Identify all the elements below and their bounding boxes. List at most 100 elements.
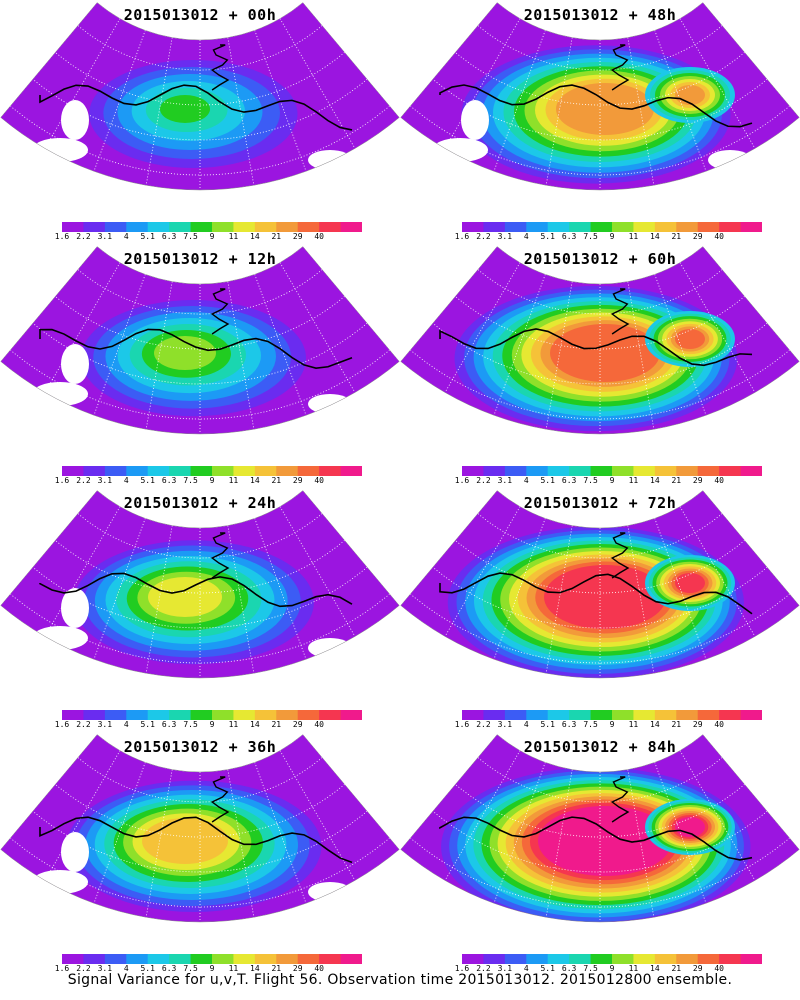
colorbar-swatch [190, 466, 213, 476]
colorbar-swatch [462, 222, 484, 232]
no-data-region [461, 100, 489, 140]
colorbar-tick-label: 2.2 [476, 476, 491, 485]
colorbar-swatch [740, 710, 762, 720]
colorbar-labels: 1.6 2.2 3.1 4 5.1 6.3 7.5 9 11 14 21 29 40 [55, 720, 362, 732]
colorbar-tick-label: 2.2 [476, 964, 491, 973]
longitude-line [93, 274, 146, 416]
panel-title: 2015013012 + 60h [523, 250, 677, 268]
colorbar-swatch [526, 466, 549, 476]
longitude-line [254, 30, 307, 172]
colorbar-tick-label: 6.3 [161, 964, 177, 973]
coastline [610, 776, 630, 823]
longitude-line [93, 518, 146, 660]
colorbar-tick-label: 5.1 [140, 232, 155, 241]
colorbar-swatch [104, 466, 127, 476]
colorbar-swatch [504, 466, 527, 476]
colorbar-tick-label: 14 [250, 232, 260, 241]
variance-map [0, 246, 400, 435]
colorbar-swatch [547, 710, 570, 720]
figure-caption: Signal Variance for u,v,T. Flight 56. Ob… [67, 972, 733, 988]
colorbar-swatch [83, 222, 106, 232]
colorbar-swatch [212, 710, 234, 720]
variance-contour [538, 806, 672, 876]
colorbar-swatch [212, 222, 234, 232]
colorbar-tick-label: 9 [609, 476, 615, 485]
colorbar-tick-label: 11 [628, 232, 639, 241]
colorbar-tick-label: 11 [628, 476, 639, 485]
colorbar-tick-label: 3.1 [497, 964, 513, 973]
colorbar-tick-label: 40 [314, 964, 324, 973]
variance-contour [556, 83, 654, 135]
colorbar-tick-label: 14 [250, 720, 260, 729]
colorbar-tick-label: 6.3 [561, 232, 577, 241]
no-data-region [308, 394, 352, 414]
colorbar-swatch [233, 466, 256, 476]
colorbar-swatch [719, 466, 742, 476]
colorbar-tick-label: 29 [692, 964, 703, 973]
latitude-line [32, 566, 368, 629]
colorbar-swatch [147, 710, 170, 720]
colorbar-labels: 1.6 2.2 3.1 4 5.1 6.3 7.5 9 11 14 21 29 40 [455, 476, 762, 488]
colorbar-tick-label: 4 [523, 964, 529, 973]
colorbar-swatch [169, 954, 192, 964]
latitude-line [32, 322, 368, 385]
panel-title: 2015013012 + 72h [523, 494, 677, 512]
colorbar-swatch [254, 710, 277, 720]
colorbar-swatch [169, 222, 192, 232]
forecast-panel: 2015013012 + 72h 1.6 2.2 3.1 4 5.1 6.3 7.5 9 11 14… [400, 488, 800, 732]
variance-map [0, 734, 400, 923]
colorbar-tick-label: 7.5 [183, 720, 198, 729]
variance-map [400, 490, 800, 679]
no-data-region [32, 626, 88, 650]
variance-map [400, 246, 800, 435]
colorbar-swatch [212, 954, 234, 964]
colorbar-swatch [590, 954, 613, 964]
colorbar-tick-label: 9 [209, 964, 215, 973]
colorbar-labels: 1.6 2.2 3.1 4 5.1 6.3 7.5 9 11 14 21 29 40 [455, 964, 762, 976]
colorbar-swatch [590, 710, 613, 720]
colorbar-swatch [212, 466, 234, 476]
colorbar-swatch [697, 710, 720, 720]
map-border [400, 490, 800, 679]
colorbar-swatch [147, 466, 170, 476]
colorbar-tick-label: 9 [209, 720, 215, 729]
colorbar-swatch [462, 954, 484, 964]
colorbar-swatch [654, 222, 677, 232]
colorbar-tick-label: 7.5 [183, 476, 198, 485]
colorbar-swatch [547, 466, 570, 476]
colorbar-tick-label: 14 [250, 964, 260, 973]
colorbar-swatch [319, 222, 342, 232]
variance-contour [148, 577, 222, 617]
colorbar-tick-label: 5.1 [540, 232, 555, 241]
coastline [39, 84, 353, 131]
colorbar-swatch [526, 222, 549, 232]
panel-title: 2015013012 + 12h [123, 250, 277, 268]
colorbar-swatch [254, 466, 277, 476]
colorbar-tick-label: 7.5 [183, 232, 198, 241]
variance-map [400, 734, 800, 923]
colorbar-tick-label: 21 [671, 720, 682, 729]
colorbar-tick-label: 2.2 [76, 720, 91, 729]
map-border [400, 246, 800, 435]
colorbar-tick-label: 3.1 [497, 476, 513, 485]
colorbar [62, 710, 362, 720]
colorbar-swatch [169, 710, 192, 720]
colorbar-tick-label: 5.1 [140, 476, 155, 485]
colorbar-tick-label: 40 [314, 232, 324, 241]
colorbar-swatch [276, 710, 299, 720]
forecast-panel: 2015013012 + 36h 1.6 2.2 3.1 4 5.1 6.3 7.5 9 11 14… [0, 732, 400, 976]
coastline [610, 44, 630, 91]
map-border [0, 490, 400, 679]
coastline [439, 84, 753, 128]
colorbar-tick-label: 1.6 [54, 964, 70, 973]
variance-contour [142, 818, 228, 864]
colorbar-swatch [340, 954, 362, 964]
panel-title: 2015013012 + 24h [123, 494, 277, 512]
coastline [439, 572, 753, 615]
colorbar [62, 222, 362, 232]
colorbar-tick-label: 1.6 [454, 476, 470, 485]
longitude-line [44, 18, 121, 149]
colorbar-tick-label: 3.1 [497, 720, 513, 729]
colorbar-tick-label: 4 [123, 476, 129, 485]
colorbar-tick-label: 6.3 [161, 476, 177, 485]
